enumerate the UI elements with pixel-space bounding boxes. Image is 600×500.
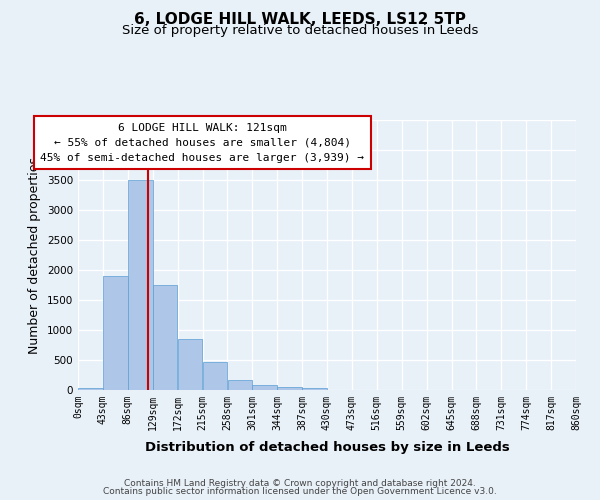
Bar xyxy=(178,339,202,390)
Bar xyxy=(128,180,152,390)
Text: 6, LODGE HILL WALK, LEEDS, LS12 5TP: 6, LODGE HILL WALK, LEEDS, LS12 5TP xyxy=(134,12,466,28)
Y-axis label: Number of detached properties: Number of detached properties xyxy=(28,156,41,354)
Bar xyxy=(78,388,103,390)
Bar xyxy=(227,380,252,390)
Text: Contains public sector information licensed under the Open Government Licence v3: Contains public sector information licen… xyxy=(103,487,497,496)
Bar xyxy=(253,384,277,390)
Bar xyxy=(302,388,327,390)
Text: Contains HM Land Registry data © Crown copyright and database right 2024.: Contains HM Land Registry data © Crown c… xyxy=(124,478,476,488)
Bar xyxy=(103,276,128,390)
Text: 6 LODGE HILL WALK: 121sqm
← 55% of detached houses are smaller (4,804)
45% of se: 6 LODGE HILL WALK: 121sqm ← 55% of detac… xyxy=(41,123,365,162)
Bar xyxy=(203,362,227,390)
Bar xyxy=(153,285,178,390)
X-axis label: Distribution of detached houses by size in Leeds: Distribution of detached houses by size … xyxy=(145,441,509,454)
Text: Size of property relative to detached houses in Leeds: Size of property relative to detached ho… xyxy=(122,24,478,37)
Bar xyxy=(277,386,302,390)
